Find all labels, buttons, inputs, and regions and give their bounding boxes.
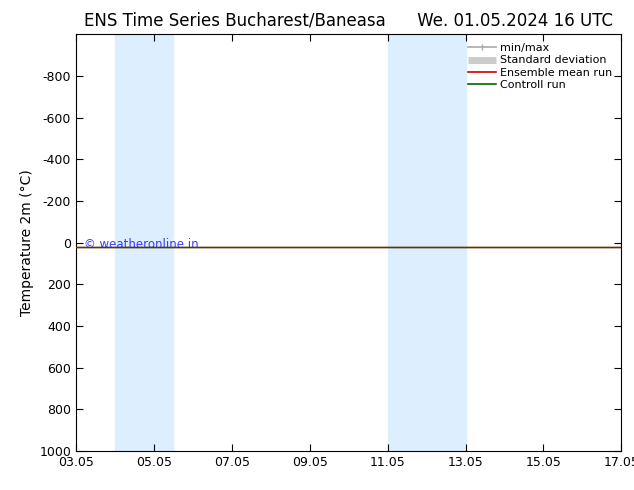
Legend: min/max, Standard deviation, Ensemble mean run, Controll run: min/max, Standard deviation, Ensemble me… bbox=[465, 40, 616, 93]
Bar bbox=[387, 34, 465, 451]
Y-axis label: Temperature 2m (°C): Temperature 2m (°C) bbox=[20, 169, 34, 316]
Bar bbox=[115, 34, 174, 451]
Title: ENS Time Series Bucharest/Baneasa      We. 01.05.2024 16 UTC: ENS Time Series Bucharest/Baneasa We. 01… bbox=[84, 12, 613, 30]
Text: © weatheronline.in: © weatheronline.in bbox=[84, 238, 199, 251]
